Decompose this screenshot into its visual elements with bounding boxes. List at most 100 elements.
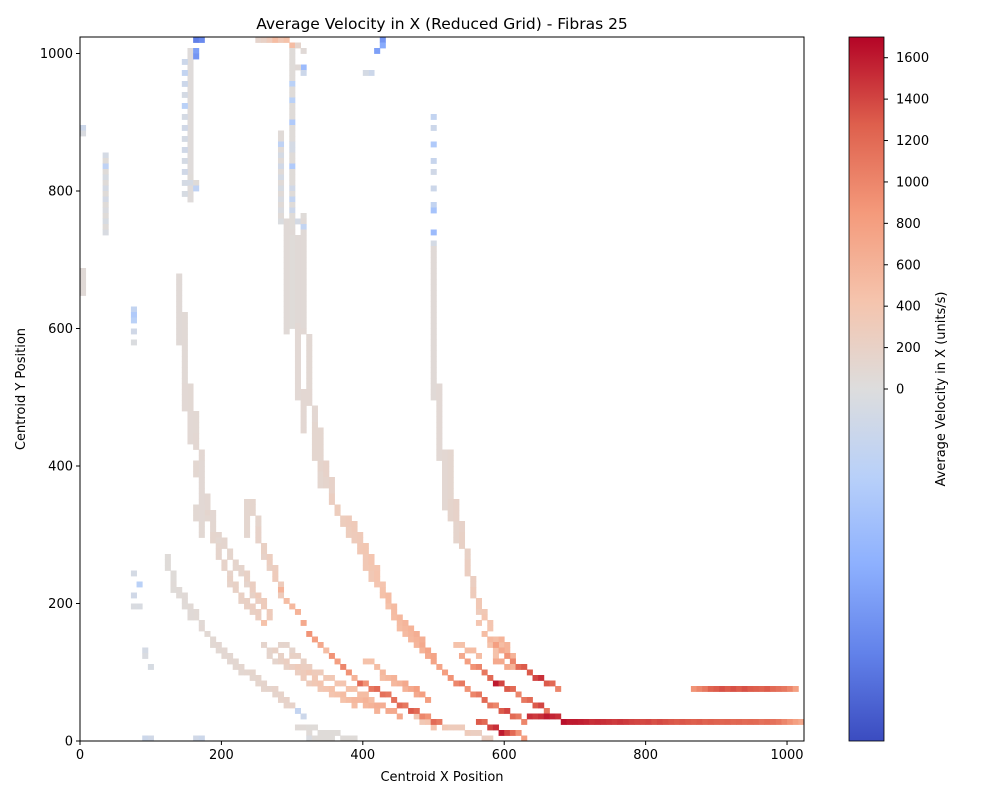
heatmap-cell <box>340 735 347 741</box>
heatmap-cell <box>277 202 285 208</box>
heatmap-cell <box>232 658 239 665</box>
heatmap-cell <box>430 257 437 263</box>
heatmap-cell <box>272 565 279 571</box>
heatmap-cell <box>289 130 296 137</box>
heatmap-cell <box>357 691 364 698</box>
heatmap-cell <box>430 356 437 362</box>
heatmap-cell <box>560 719 567 725</box>
heatmap-cell <box>419 691 426 698</box>
heatmap-cell <box>351 675 358 681</box>
heatmap-cell <box>294 724 301 731</box>
heatmap-cell <box>702 719 709 725</box>
heatmap-cell <box>770 686 777 692</box>
heatmap-cell <box>261 680 268 687</box>
heatmap-cell <box>187 433 194 439</box>
heatmap-cell <box>80 284 87 291</box>
heatmap-cell <box>187 158 194 164</box>
heatmap-cell <box>458 724 466 731</box>
heatmap-cell <box>300 246 307 252</box>
heatmap-cell <box>266 609 273 615</box>
heatmap-cell <box>549 680 556 687</box>
heatmap-cell <box>374 708 381 714</box>
heatmap-cell <box>436 383 443 390</box>
heatmap-cell <box>436 719 443 725</box>
heatmap-cell <box>289 92 296 98</box>
heatmap-cell <box>442 477 449 483</box>
heatmap-cell <box>351 702 358 709</box>
heatmap-cell <box>277 653 285 659</box>
heatmap-cell <box>436 416 443 423</box>
heatmap-cell <box>368 702 375 709</box>
heatmap-cell <box>413 686 420 692</box>
heatmap-cell <box>470 647 477 654</box>
heatmap-cell <box>244 532 251 538</box>
heatmap-cell <box>80 290 87 296</box>
heatmap-cell <box>181 356 188 362</box>
heatmap-cell <box>413 708 420 714</box>
colorbar-tick-label: 0 <box>896 383 904 398</box>
colorbar-tick-label: 600 <box>896 258 921 273</box>
heatmap-cell <box>289 125 296 131</box>
heatmap-cell <box>611 719 618 725</box>
heatmap-cell <box>498 658 505 665</box>
heatmap-cell <box>176 290 183 296</box>
heatmap-cell <box>181 180 188 186</box>
heatmap-cell <box>198 504 205 511</box>
heatmap-cell <box>187 81 194 87</box>
heatmap-cell <box>679 719 686 725</box>
heatmap-cell <box>181 169 188 175</box>
heatmap-cell <box>408 708 415 714</box>
heatmap-cell <box>176 306 183 313</box>
heatmap-cell <box>487 642 494 648</box>
heatmap-cell <box>447 466 454 472</box>
heatmap-cell <box>311 735 318 741</box>
heatmap-cell <box>792 719 799 725</box>
heatmap-cell <box>289 185 296 192</box>
heatmap-cell <box>317 642 324 648</box>
heatmap-cell <box>232 587 239 593</box>
heatmap-cell <box>379 691 386 698</box>
heatmap-cell <box>176 295 183 302</box>
heatmap-cell <box>289 180 296 186</box>
heatmap-cell <box>181 598 188 604</box>
heatmap-cell <box>475 719 482 725</box>
heatmap-cell <box>736 719 743 725</box>
heatmap-cell <box>628 719 635 725</box>
heatmap-cell <box>340 697 347 703</box>
heatmap-cell <box>328 499 335 505</box>
heatmap-cell <box>300 301 307 307</box>
heatmap-cell <box>328 653 335 659</box>
heatmap-cell <box>758 719 765 725</box>
heatmap-cell <box>470 592 477 599</box>
heatmap-cell <box>181 383 188 390</box>
heatmap-cell <box>328 493 335 500</box>
heatmap-cell <box>340 664 347 670</box>
heatmap-cell <box>323 466 330 472</box>
heatmap-cell <box>589 719 596 725</box>
heatmap-cell <box>300 669 307 676</box>
heatmap-cell <box>385 592 392 599</box>
heatmap-cell <box>430 334 437 340</box>
y-tick-label: 1000 <box>40 47 73 62</box>
heatmap-cell <box>340 680 347 687</box>
heatmap-cell <box>198 488 205 494</box>
colorbar-tick-label: 1200 <box>896 134 929 149</box>
heatmap-cell <box>187 394 194 401</box>
heatmap-cell <box>198 466 205 472</box>
heatmap-cell <box>470 664 477 670</box>
heatmap-cell <box>187 609 194 615</box>
heatmap-cell <box>323 686 330 692</box>
heatmap-cell <box>215 532 222 538</box>
heatmap-cell <box>210 510 217 516</box>
heatmap-cell <box>323 735 330 741</box>
heatmap-cell <box>764 686 771 692</box>
heatmap-cell <box>289 97 296 104</box>
heatmap-cell <box>623 719 630 725</box>
heatmap-cell <box>306 367 313 373</box>
heatmap-cell <box>289 158 296 164</box>
heatmap-cell <box>181 317 188 324</box>
heatmap-cell <box>311 411 318 417</box>
heatmap-cell <box>311 680 318 687</box>
heatmap-cell <box>430 141 437 148</box>
heatmap-cell <box>436 449 443 456</box>
